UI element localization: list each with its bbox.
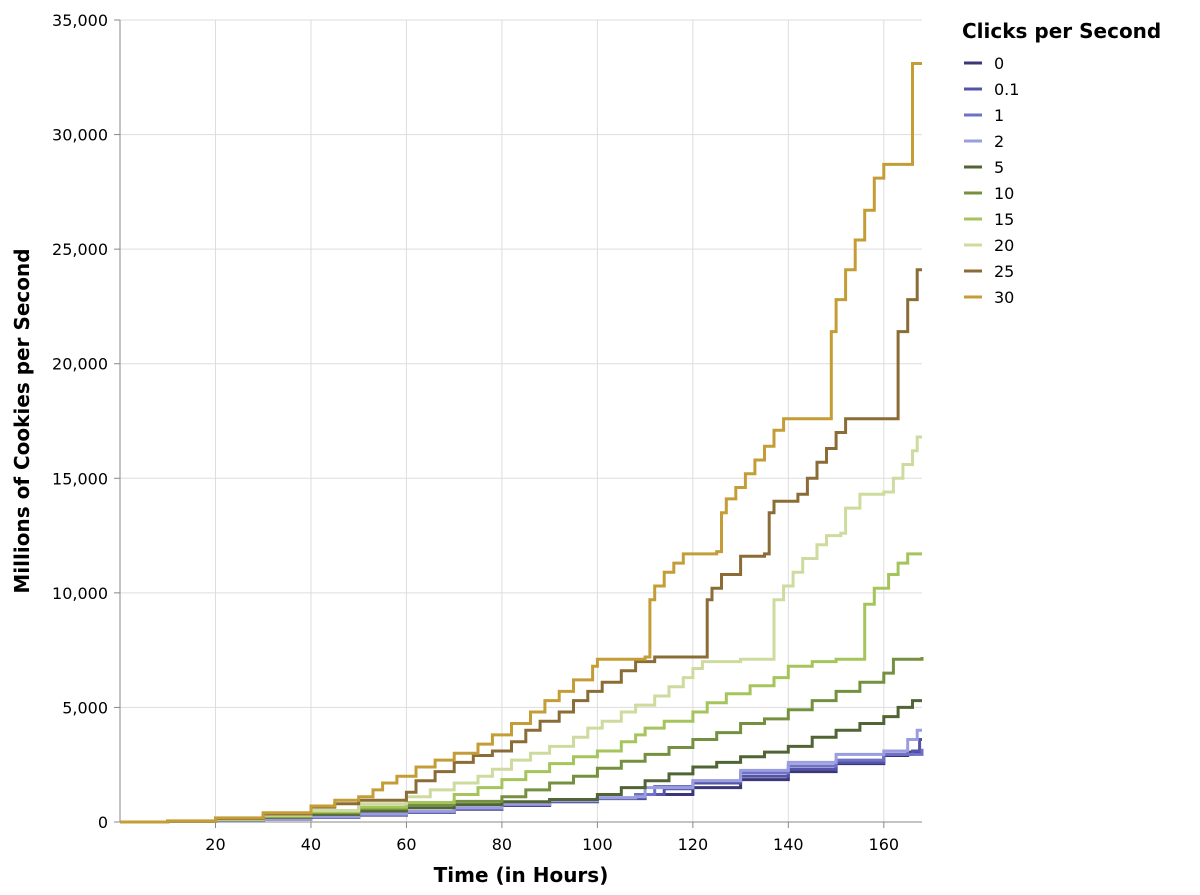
legend-label: 15 (994, 210, 1014, 229)
legend-label: 1 (994, 106, 1004, 125)
x-tick-label: 160 (869, 835, 900, 854)
y-tick-label: 20,000 (52, 355, 108, 374)
x-tick-label: 40 (301, 835, 321, 854)
legend-label: 20 (994, 236, 1014, 255)
y-tick-label: 10,000 (52, 584, 108, 603)
y-tick-label: 25,000 (52, 240, 108, 259)
legend-label: 0.1 (994, 80, 1019, 99)
x-tick-label: 140 (773, 835, 804, 854)
legend-label: 2 (994, 132, 1004, 151)
x-tick-label: 100 (582, 835, 613, 854)
x-tick-label: 20 (205, 835, 225, 854)
y-tick-label: 30,000 (52, 126, 108, 145)
legend-label: 30 (994, 288, 1014, 307)
y-tick-label: 15,000 (52, 469, 108, 488)
x-tick-label: 120 (678, 835, 709, 854)
legend-label: 25 (994, 262, 1014, 281)
series-line-5 (120, 699, 922, 824)
legend-label: 5 (994, 158, 1004, 177)
series-line-10 (120, 657, 924, 824)
series-line-2 (120, 728, 922, 824)
gridlines (120, 19, 922, 823)
x-tick-label: 60 (396, 835, 416, 854)
y-tick-label: 5,000 (62, 698, 108, 717)
legend-label: 10 (994, 184, 1014, 203)
axes: 20 40 60 80 100 120 140 160 0 5,000 10,000 15,000 20… (52, 11, 922, 854)
series-line-30 (120, 62, 922, 824)
x-axis-title: Time (in Hours) (434, 863, 609, 887)
series-line-25 (120, 268, 922, 824)
y-tick-label: 0 (98, 813, 108, 832)
legend-title: Clicks per Second (962, 19, 1161, 43)
y-axis-title: Millions of Cookies per Second (10, 248, 34, 593)
legend-label: 0 (994, 54, 1004, 73)
series-lines (120, 62, 924, 824)
series-line-15 (120, 552, 922, 824)
series-line-20 (120, 435, 922, 824)
y-tick-label: 35,000 (52, 11, 108, 30)
x-tick-label: 80 (492, 835, 512, 854)
